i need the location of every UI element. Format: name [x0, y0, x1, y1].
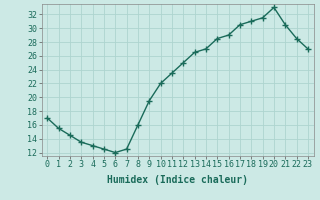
X-axis label: Humidex (Indice chaleur): Humidex (Indice chaleur): [107, 175, 248, 185]
